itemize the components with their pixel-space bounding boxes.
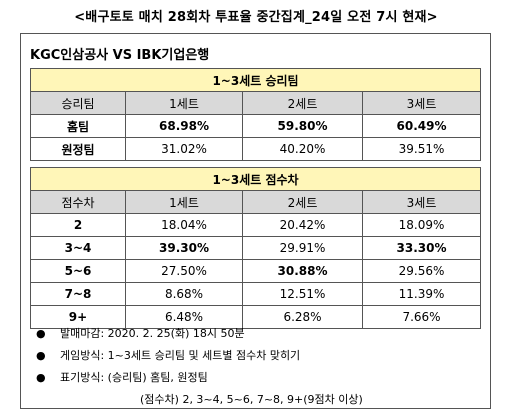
value-cell: 31.02% [125,137,243,161]
value-cell: 27.50% [125,259,243,283]
note-text: 표기방식: (승리팀) 홈팀, 원정팀 [60,371,208,384]
header-cell: 3세트 [361,190,482,214]
value-cell: 30.88% [242,259,363,283]
value-cell: 12.51% [242,282,363,306]
list-item: ● 게임방식: 1~3세트 승리팀 및 세트별 점수차 맞히기 [36,344,363,366]
score-diff-table: 1~3세트 점수차 점수차 1세트 2세트 3세트 2 18.04% 20.42… [29,167,482,329]
header-cell: 2세트 [242,190,363,214]
value-cell: 6.48% [125,305,243,329]
table-row: 원정팀 31.02% 40.20% 39.51% [30,137,482,161]
header-cell: 1세트 [125,190,243,214]
value-cell: 18.09% [361,213,482,237]
note-text: (점수차) 2, 3~4, 5~6, 7~8, 9+(9점차 이상) [140,393,363,406]
section-heading: 1~3세트 승리팀 [29,68,482,92]
header-cell: 3세트 [361,91,482,115]
row-label: 2 [30,213,126,237]
notes-list: ● 발매마감: 2020. 2. 25(화) 18시 50분 ● 게임방식: 1… [36,322,363,410]
value-cell: 33.30% [361,236,482,260]
row-label: 5~6 [30,259,126,283]
value-cell: 39.30% [125,236,243,260]
header-row: 점수차 1세트 2세트 3세트 [30,190,482,214]
table-row: 5~6 27.50% 30.88% 29.56% [30,259,482,283]
value-cell: 68.98% [125,114,243,138]
value-cell: 29.56% [361,259,482,283]
page-title: <배구토토 매치 28회차 투표율 중간집계_24일 오전 7시 현재> [74,10,438,25]
value-cell: 59.80% [242,114,363,138]
win-team-table: 1~3세트 승리팀 승리팀 1세트 2세트 3세트 홈팀 68.98% 59.8… [29,68,482,161]
table-row: 7~8 8.68% 12.51% 11.39% [30,282,482,306]
note-text: 게임방식: 1~3세트 승리팀 및 세트별 점수차 맞히기 [60,349,301,362]
list-item: ● 발매마감: 2020. 2. 25(화) 18시 50분 [36,322,363,344]
table-row: 2 18.04% 20.42% 18.09% [30,213,482,237]
list-item: ● 표기방식: (승리팀) 홈팀, 원정팀 [36,366,363,388]
value-cell: 8.68% [125,282,243,306]
value-cell: 11.39% [361,282,482,306]
value-cell: 29.91% [242,236,363,260]
content-frame [20,33,491,409]
table-row: 9+ 6.48% 6.28% 7.66% [30,305,482,329]
header-row: 승리팀 1세트 2세트 3세트 [30,91,482,115]
value-cell: 18.04% [125,213,243,237]
header-cell: 1세트 [125,91,243,115]
bullet-icon: ● [36,370,46,384]
value-cell: 20.42% [242,213,363,237]
row-label: 원정팀 [30,137,126,161]
table-row: 홈팀 68.98% 59.80% 60.49% [30,114,482,138]
row-label: 3~4 [30,236,126,260]
section-heading-row: 1~3세트 점수차 [29,167,482,191]
value-cell: 40.20% [242,137,363,161]
section-heading: 1~3세트 점수차 [29,167,482,191]
row-label: 홈팀 [30,114,126,138]
note-text: 발매마감: 2020. 2. 25(화) 18시 50분 [60,327,245,340]
list-item: (점수차) 2, 3~4, 5~6, 7~8, 9+(9점차 이상) [36,388,363,410]
bullet-icon: ● [36,326,46,340]
row-label: 7~8 [30,282,126,306]
row-label: 9+ [30,305,126,329]
match-title: KGC인삼공사 VS IBK기업은행 [30,48,210,63]
value-cell: 39.51% [361,137,482,161]
value-cell: 60.49% [361,114,482,138]
header-cell: 2세트 [242,91,363,115]
section-heading-row: 1~3세트 승리팀 [29,68,482,92]
table-row: 3~4 39.30% 29.91% 33.30% [30,236,482,260]
bullet-icon: ● [36,348,46,362]
header-cell: 승리팀 [30,91,126,115]
header-cell: 점수차 [30,190,126,214]
value-cell: 7.66% [361,305,482,329]
